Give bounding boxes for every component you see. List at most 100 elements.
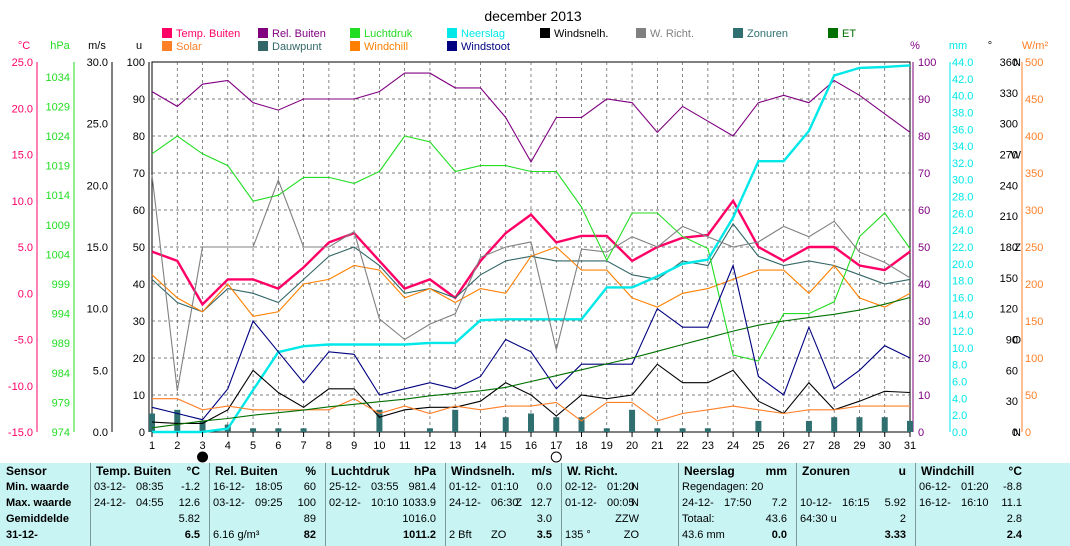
- x-tick-label: 28: [828, 440, 840, 452]
- table-header-name: Zonuren: [802, 464, 850, 478]
- table-cell: 17:50: [724, 497, 752, 509]
- table-row: 06-12- 01:20 -8.8: [915, 479, 1030, 495]
- table-cell: 89: [303, 513, 316, 525]
- axis-unit-ms: m/s: [88, 40, 106, 52]
- table-cell: 2.8: [1006, 513, 1022, 525]
- x-tick-label: 3: [199, 440, 205, 452]
- legend-label-windchill: Windchill: [364, 41, 408, 53]
- axis-tick-deg: 90: [1006, 335, 1018, 347]
- x-tick-label: 20: [626, 440, 638, 452]
- axis-tick-celsius: 0.0: [18, 288, 33, 300]
- axis-tick-celsius: -10.0: [8, 381, 33, 393]
- table-cell: 02-12-: [565, 481, 597, 493]
- axis-tick-deg: 120: [1000, 304, 1018, 316]
- axis-unit-celsius: °C: [18, 40, 30, 52]
- legend-swatch-rel: [258, 28, 268, 38]
- legend-swatch-neerslag: [447, 28, 457, 38]
- table-row-label: Sensor: [6, 464, 47, 478]
- table-row: 2 Bft ZO 3.5: [445, 527, 560, 543]
- axis-direction-label: N: [1013, 57, 1021, 69]
- bar-zonuren: [831, 417, 838, 432]
- axis-tick-hpa: 999: [52, 279, 70, 291]
- axis-tick-u: 90: [133, 94, 145, 106]
- table-cell: 43.6: [765, 513, 787, 525]
- table-cell: 981.4: [408, 481, 436, 493]
- moon-new-icon: [197, 451, 209, 463]
- axis-tick-ms: 5.0: [93, 365, 108, 377]
- table-cell: 2.4: [1006, 529, 1022, 541]
- x-tick-label: 19: [601, 440, 613, 452]
- axis-tick-mm: 34.0: [952, 141, 973, 153]
- table-cell: 18:05: [255, 481, 283, 493]
- legend-label-windstoot: Windstoot: [461, 41, 510, 53]
- axis-tick-celsius: 5.0: [18, 242, 33, 254]
- table-cell: 60: [303, 481, 316, 493]
- table-row: 24-12- 17:50 7.2: [678, 495, 795, 511]
- table-row: 16-12- 18:05 60: [209, 479, 324, 495]
- axis-tick-ms: 20.0: [87, 180, 108, 192]
- axis-tick-mm: 28.0: [952, 192, 973, 204]
- table-row: 6.16 g/m³ 82: [209, 527, 324, 543]
- axis-tick-mm: 6.0: [952, 377, 967, 389]
- axis-tick-hpa: 1004: [46, 249, 70, 261]
- axis-tick-hpa: 1014: [46, 190, 70, 202]
- axis-tick-wm2: 200: [1025, 279, 1043, 291]
- axis-tick-hpa: 1034: [46, 72, 70, 84]
- x-tick-label: 10: [373, 440, 385, 452]
- axis-tick-ms: 10.0: [87, 304, 108, 316]
- table-cell: 5.92: [884, 497, 906, 509]
- x-tick-label: 4: [225, 440, 231, 452]
- axis-tick-wm2: 350: [1025, 168, 1043, 180]
- x-tick-label: 8: [326, 440, 332, 452]
- bar-zonuren: [881, 417, 888, 432]
- axis-tick-pct: 30: [918, 316, 930, 328]
- table-cell: 1016.0: [402, 513, 436, 525]
- bar-zonuren: [426, 428, 433, 432]
- axis-tick-mm: 30.0: [952, 175, 973, 187]
- table-column: Windsnelh. m/s 01-12- 01:10 0.0 24-12- 06:30 Z 1…: [445, 463, 560, 546]
- table-cell: ZO: [623, 529, 639, 541]
- axis-unit-u: u: [136, 40, 142, 52]
- table-row: [796, 479, 914, 495]
- legend-label-neerslag: Neerslag: [461, 28, 505, 40]
- bar-zonuren: [149, 413, 155, 432]
- bar-zonuren: [704, 428, 711, 432]
- legend-swatch-temp: [162, 28, 172, 38]
- table-cell: 135 °: [565, 529, 591, 541]
- x-tick-label: 21: [651, 440, 663, 452]
- axes: °C 25.0 20.0 15.0 10.0 5.0 0.0 -5.0 -10.0 -15.0 hP…: [8, 40, 1049, 439]
- axis-tick-hpa: 1024: [46, 131, 70, 143]
- axis-tick-wm2: 50: [1025, 390, 1037, 402]
- axis-tick-mm: 32.0: [952, 158, 973, 170]
- axis-tick-mm: 22.0: [952, 242, 973, 254]
- legend-swatch-et: [828, 28, 838, 38]
- table-row: 24-12- 06:30 Z 12.7: [445, 495, 560, 511]
- axis-tick-deg: 240: [1000, 180, 1018, 192]
- legend-swatch-zonuren: [733, 28, 743, 38]
- table-cell: 24-12-: [94, 497, 126, 509]
- table-row-label: Max. waarde: [6, 497, 72, 509]
- bar-zonuren: [275, 428, 282, 432]
- axis-tick-mm: 38.0: [952, 107, 973, 119]
- bar-zonuren: [578, 417, 585, 432]
- axis-tick-ms: 25.0: [87, 119, 108, 131]
- table-cell: 24-12-: [682, 497, 714, 509]
- axis-tick-hpa: 984: [52, 368, 70, 380]
- x-tick-label: 17: [550, 440, 562, 452]
- x-tick-label: 12: [424, 440, 436, 452]
- table-header-name: Windsnelh.: [451, 464, 515, 478]
- axis-tick-mm: 16.0: [952, 292, 973, 304]
- table-cell: 64:30 u: [800, 513, 837, 525]
- table-cell: 16:15: [842, 497, 870, 509]
- table-cell: N: [631, 481, 639, 493]
- table-cell: 43.6 mm: [682, 529, 725, 541]
- table-header-unit: mm: [765, 464, 787, 478]
- legend-swatch-dew: [258, 41, 268, 51]
- table-row: 6.5: [90, 527, 208, 543]
- table-cell: 16-12-: [213, 481, 245, 493]
- bar-zonuren: [553, 417, 560, 432]
- bar-zonuren: [805, 420, 812, 432]
- table-cell: ZZW: [615, 513, 639, 525]
- axis-tick-u: 20: [133, 353, 145, 365]
